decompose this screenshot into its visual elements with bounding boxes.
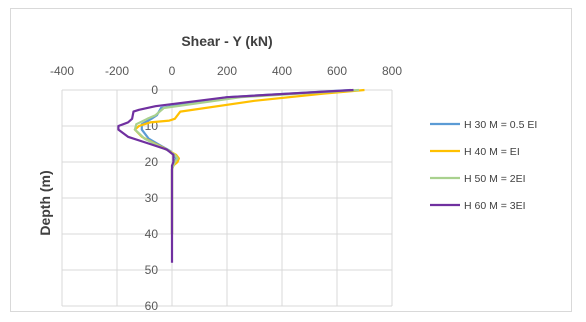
grid (61, 89, 393, 307)
y-tick-label: 0 (151, 83, 158, 97)
x-tick-label: 600 (327, 64, 347, 78)
y-tick-label: 20 (145, 155, 159, 169)
x-tick-label: 200 (217, 64, 237, 78)
y-tick-label: 40 (145, 227, 159, 241)
x-tick-label: 0 (169, 64, 176, 78)
x-tick-label: -200 (105, 64, 129, 78)
chart-frame (10, 8, 572, 312)
x-tick-label: 800 (382, 64, 402, 78)
legend-label-4: H 60 M = 3EI (464, 200, 526, 212)
series-line-3 (133, 88, 360, 234)
series-lines (117, 88, 365, 263)
y-tick-label: 60 (145, 299, 159, 313)
series-line-4 (117, 88, 354, 263)
y-tick-label: 30 (145, 191, 159, 205)
legend-label-2: H 40 M = EI (464, 146, 520, 158)
x-axis-ticks: -400 -200 0 200 400 600 800 (50, 64, 402, 78)
x-tick-label: -400 (50, 64, 74, 78)
legend-label-3: H 50 M = 2EI (464, 173, 526, 185)
chart-title: Shear - Y (kN) (181, 33, 272, 49)
y-axis-label: Depth (m) (37, 170, 53, 235)
legend: H 30 M = 0.5 EI H 40 M = EI H 50 M = 2EI H … (430, 119, 537, 212)
legend-label-1: H 30 M = 0.5 EI (464, 119, 537, 131)
y-tick-label: 50 (145, 263, 159, 277)
x-tick-label: 400 (272, 64, 292, 78)
